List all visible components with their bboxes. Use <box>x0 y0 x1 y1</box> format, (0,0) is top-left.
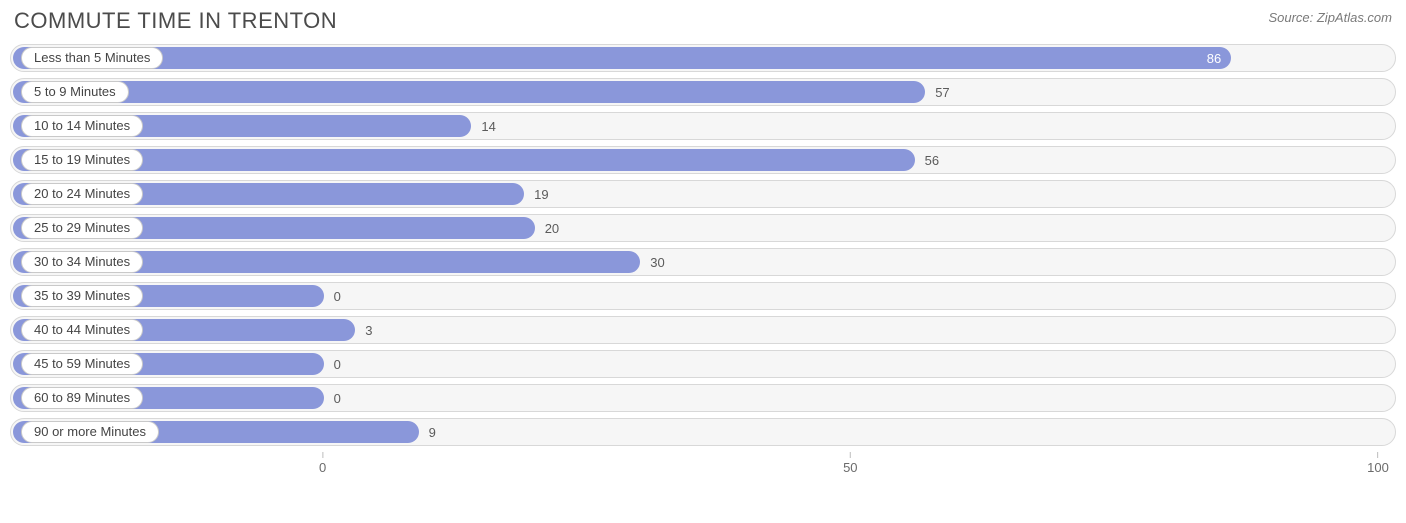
bar-value: 86 <box>1207 51 1221 66</box>
category-pill: 10 to 14 Minutes <box>21 115 143 137</box>
chart-row: 25 to 29 Minutes 20 <box>10 214 1396 242</box>
category-pill: Less than 5 Minutes <box>21 47 163 69</box>
category-pill: 45 to 59 Minutes <box>21 353 143 375</box>
x-axis-tick: 50 <box>843 452 857 475</box>
chart-header: COMMUTE TIME IN TRENTON Source: ZipAtlas… <box>0 0 1406 44</box>
bar: 86 <box>13 47 1231 69</box>
chart-row: Less than 5 Minutes 86 <box>10 44 1396 72</box>
bar <box>13 81 925 103</box>
tick-label: 0 <box>319 460 326 475</box>
x-axis: 0 50 100 <box>10 452 1396 492</box>
category-pill: 60 to 89 Minutes <box>21 387 143 409</box>
chart-row: 60 to 89 Minutes 0 <box>10 384 1396 412</box>
bar-value: 57 <box>927 79 949 105</box>
category-pill: 40 to 44 Minutes <box>21 319 143 341</box>
bar-value: 0 <box>326 385 341 411</box>
chart-title: COMMUTE TIME IN TRENTON <box>14 8 337 34</box>
source-name: ZipAtlas.com <box>1317 10 1392 25</box>
chart-row: 20 to 24 Minutes 19 <box>10 180 1396 208</box>
chart-row: 40 to 44 Minutes 3 <box>10 316 1396 344</box>
category-pill: 15 to 19 Minutes <box>21 149 143 171</box>
bar-value: 19 <box>526 181 548 207</box>
bar-value: 30 <box>642 249 664 275</box>
category-pill: 90 or more Minutes <box>21 421 159 443</box>
chart-row: 10 to 14 Minutes 14 <box>10 112 1396 140</box>
chart-row: 15 to 19 Minutes 56 <box>10 146 1396 174</box>
bar <box>13 149 915 171</box>
category-pill: 25 to 29 Minutes <box>21 217 143 239</box>
chart-row: 5 to 9 Minutes 57 <box>10 78 1396 106</box>
category-pill: 30 to 34 Minutes <box>21 251 143 273</box>
category-pill: 35 to 39 Minutes <box>21 285 143 307</box>
chart-source: Source: ZipAtlas.com <box>1268 8 1392 25</box>
bar-value: 0 <box>326 351 341 377</box>
tick-label: 50 <box>843 460 857 475</box>
tick-label: 100 <box>1367 460 1389 475</box>
bar-value: 14 <box>473 113 495 139</box>
chart-row: 35 to 39 Minutes 0 <box>10 282 1396 310</box>
chart-row: 45 to 59 Minutes 0 <box>10 350 1396 378</box>
chart-row: 90 or more Minutes 9 <box>10 418 1396 446</box>
bar-value: 56 <box>917 147 939 173</box>
bar-value: 3 <box>357 317 372 343</box>
chart-row: 30 to 34 Minutes 30 <box>10 248 1396 276</box>
source-prefix: Source: <box>1268 10 1316 25</box>
bar-value: 20 <box>537 215 559 241</box>
tick-mark <box>850 452 851 458</box>
x-axis-tick: 100 <box>1367 452 1389 475</box>
bar-value: 9 <box>421 419 436 445</box>
chart-area: Less than 5 Minutes 86 5 to 9 Minutes 57 10 … <box>0 44 1406 446</box>
tick-mark <box>1377 452 1378 458</box>
tick-mark <box>322 452 323 458</box>
category-pill: 20 to 24 Minutes <box>21 183 143 205</box>
category-pill: 5 to 9 Minutes <box>21 81 129 103</box>
bar-value: 0 <box>326 283 341 309</box>
x-axis-tick: 0 <box>319 452 326 475</box>
